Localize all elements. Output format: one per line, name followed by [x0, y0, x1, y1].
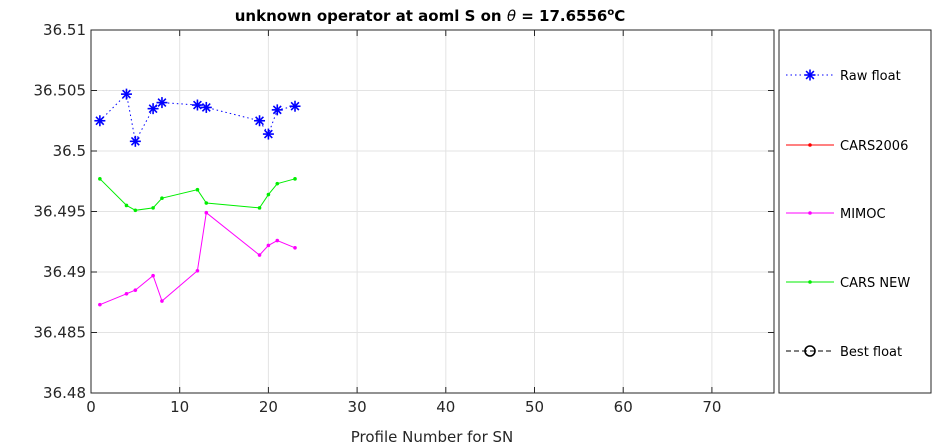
title-degree: o: [607, 7, 614, 18]
asterisk-stroke: [290, 101, 300, 111]
grid: [91, 30, 774, 393]
data-point-raw-float: [271, 104, 283, 116]
series-cars-new: [98, 177, 297, 213]
data-point-raw-float: [147, 103, 159, 115]
x-tick-label: 0: [86, 398, 96, 416]
y-tick-label: 36.495: [34, 203, 87, 221]
data-point-raw-float: [94, 115, 106, 127]
title-theta: θ: [507, 7, 516, 25]
asterisk-stroke: [148, 104, 158, 114]
data-point-mimoc: [275, 238, 280, 243]
asterisk-stroke: [263, 129, 273, 139]
data-point-raw-float: [129, 135, 141, 147]
legend-item-mimoc: MIMOC: [786, 207, 886, 222]
y-tick-label: 36.485: [34, 324, 87, 342]
asterisk-stroke: [805, 70, 815, 80]
asterisk-stroke: [255, 116, 264, 126]
data-point-cars-new: [266, 192, 271, 197]
data-point-mimoc: [133, 288, 138, 292]
data-point-raw-float: [120, 88, 132, 100]
data-point-mimoc: [204, 210, 209, 215]
series-layer: [94, 88, 301, 307]
data-point-mimoc: [124, 291, 129, 296]
title-value: = 17.6556: [516, 7, 607, 25]
data-point-raw-float: [156, 97, 168, 109]
axis-ticks: 0 10 20 30 40 50 60 70 36.48 36.485 36.49 36.495 36.…: [34, 21, 774, 416]
legend-label-best-float: Best float: [840, 345, 902, 360]
asterisk-stroke: [201, 102, 211, 112]
data-point-cars-new: [133, 208, 138, 213]
legend-label-cars2006: CARS2006: [840, 139, 908, 154]
legend-label-raw-float: Raw float: [840, 69, 901, 84]
data-point-raw-float: [262, 128, 274, 140]
data-point-cars-new: [124, 203, 129, 208]
x-tick-label: 10: [170, 398, 189, 416]
asterisk-stroke: [95, 116, 105, 126]
legend-item-cars2006: CARS2006: [786, 139, 908, 154]
data-point-cars-new: [98, 177, 102, 181]
legend-marker-cars2006: [808, 143, 812, 147]
chart-title: unknown operator at aoml S on θ = 17.655…: [235, 7, 626, 25]
y-tick-label: 36.51: [43, 21, 86, 39]
data-point-mimoc: [151, 273, 155, 278]
data-point-mimoc: [257, 253, 262, 257]
title-unit: C: [614, 7, 625, 25]
data-point-cars-new: [293, 177, 297, 181]
asterisk-stroke: [192, 100, 202, 110]
x-tick-label: 40: [436, 398, 455, 416]
legend-box: [778, 29, 932, 394]
legend-marker-raw-float: [804, 69, 816, 81]
x-tick-label: 30: [348, 398, 367, 416]
asterisk-stroke: [157, 98, 167, 108]
x-tick-label: 70: [702, 398, 721, 416]
asterisk-stroke: [130, 136, 140, 146]
legend-item-raw-float: Raw float: [786, 69, 901, 84]
data-point-cars-new: [204, 201, 209, 205]
data-point-raw-float: [289, 100, 301, 112]
y-tick-label: 36.49: [43, 263, 86, 281]
data-point-cars-new: [160, 196, 164, 200]
y-tick-label: 36.48: [43, 384, 86, 402]
y-tick-label: 36.5: [53, 142, 86, 160]
legend-label-cars-new: CARS NEW: [840, 276, 910, 291]
x-axis-label: Profile Number for SN: [351, 428, 514, 446]
data-point-raw-float: [191, 99, 203, 111]
legend-item-cars-new: CARS NEW: [786, 276, 910, 291]
legend-marker-best-float: [804, 345, 816, 357]
x-tick-label: 20: [259, 398, 278, 416]
asterisk-stroke: [272, 105, 282, 115]
legend-marker-mimoc: [808, 211, 812, 215]
y-tick-label: 36.505: [34, 82, 87, 100]
data-point-mimoc: [266, 243, 271, 248]
data-point-cars-new: [195, 187, 200, 192]
data-point-raw-float: [254, 115, 266, 127]
data-point-raw-float: [200, 101, 212, 113]
x-tick-label: 60: [614, 398, 633, 416]
data-point-cars-new: [151, 206, 155, 210]
series-mimoc: [98, 210, 297, 307]
legend-label-mimoc: MIMOC: [840, 207, 886, 222]
title-main: unknown operator at aoml S on: [235, 7, 507, 25]
legend-item-best-float: Best float: [786, 345, 902, 360]
data-point-mimoc: [293, 246, 297, 250]
data-point-cars-new: [257, 206, 262, 210]
legend: Raw float CARS2006 MIMOC CARS NEW Best float: [786, 69, 910, 360]
asterisk-stroke: [122, 89, 131, 99]
x-tick-label: 50: [525, 398, 544, 416]
data-point-mimoc: [195, 268, 200, 273]
series-line-raw-float: [99, 93, 296, 143]
data-point-mimoc: [160, 299, 164, 303]
data-point-cars-new: [275, 181, 280, 186]
series-raw-float: [94, 88, 301, 147]
data-point-mimoc: [98, 302, 102, 307]
legend-marker-cars-new: [808, 280, 812, 284]
